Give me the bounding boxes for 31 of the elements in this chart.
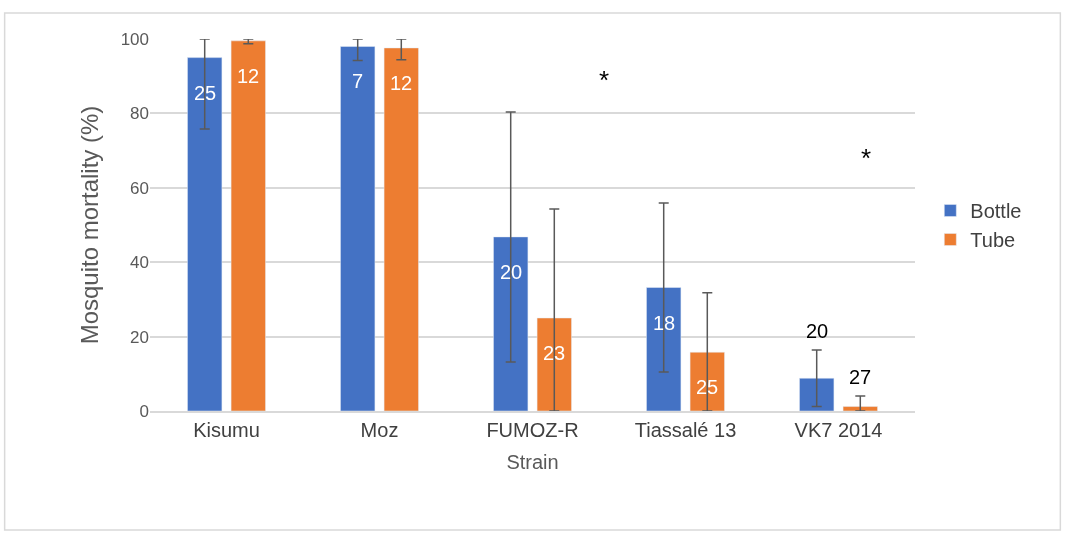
legend-label: Bottle (970, 200, 1022, 223)
legend-label: Tube (970, 229, 1016, 252)
bar (842, 406, 878, 411)
bar (230, 40, 266, 411)
bar (493, 236, 529, 411)
bar (383, 47, 419, 411)
y-tick-label: 100 (120, 29, 149, 49)
annotation: 7 (352, 70, 364, 92)
bar (646, 287, 682, 411)
y-axis-title: Mosquito mortality (%) (75, 105, 103, 345)
y-tick-label: 40 (130, 253, 149, 273)
y-tick-label: 60 (130, 178, 149, 198)
bar (799, 378, 835, 411)
annotation: 12 (237, 65, 260, 87)
x-tick-label: Tiassalé 13 (634, 418, 737, 441)
x-tick-label: VK7 2014 (794, 418, 883, 441)
bar (187, 57, 223, 411)
x-axis-title: Strain (506, 450, 559, 473)
x-tick-label: Kisumu (193, 418, 260, 441)
annotation: 12 (390, 72, 413, 94)
annotation: 27 (849, 366, 872, 388)
annotation: * (861, 143, 872, 173)
annotation: 20 (806, 320, 829, 342)
y-tick-label: 80 (130, 104, 149, 124)
annotation: * (599, 65, 610, 95)
x-tick-label: FUMOZ-R (486, 418, 579, 441)
bar (536, 317, 572, 411)
y-tick-label: 20 (130, 327, 149, 347)
y-tick-label: 0 (139, 401, 149, 421)
bar (340, 46, 376, 411)
x-tick-label: Moz (360, 418, 399, 441)
